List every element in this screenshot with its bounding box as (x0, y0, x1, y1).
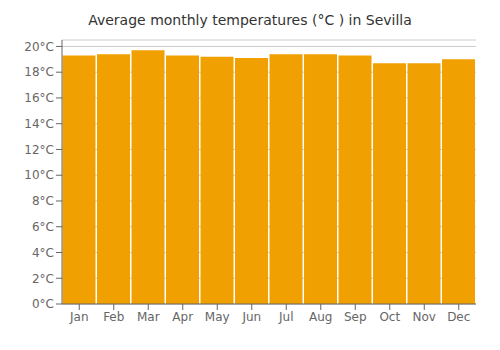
svg-text:Dec: Dec (447, 310, 470, 324)
svg-text:Feb: Feb (103, 310, 124, 324)
svg-text:Aug: Aug (309, 310, 332, 324)
svg-text:18°C: 18°C (24, 65, 54, 79)
svg-text:6°C: 6°C (32, 220, 54, 234)
svg-text:Jul: Jul (278, 310, 293, 324)
svg-text:20°C: 20°C (24, 40, 54, 54)
svg-text:Apr: Apr (172, 310, 193, 324)
svg-text:Nov: Nov (413, 310, 436, 324)
svg-text:2°C: 2°C (32, 272, 54, 286)
svg-text:8°C: 8°C (32, 194, 54, 208)
svg-text:0°C: 0°C (32, 297, 54, 311)
svg-text:Jun: Jun (241, 310, 261, 324)
svg-text:Mar: Mar (137, 310, 160, 324)
svg-text:12°C: 12°C (24, 143, 54, 157)
svg-text:16°C: 16°C (24, 91, 54, 105)
svg-text:Sep: Sep (344, 310, 367, 324)
html-text:Average monthly temperatures (: Average monthly temperatures (°C ) in Se… (88, 12, 412, 28)
svg-text:14°C: 14°C (24, 117, 54, 131)
svg-text:May: May (205, 310, 230, 324)
svg-text:4°C: 4°C (32, 246, 54, 260)
svg-text:Oct: Oct (379, 310, 400, 324)
svg-text:Jan: Jan (69, 310, 89, 324)
svg-text:10°C: 10°C (24, 168, 54, 182)
